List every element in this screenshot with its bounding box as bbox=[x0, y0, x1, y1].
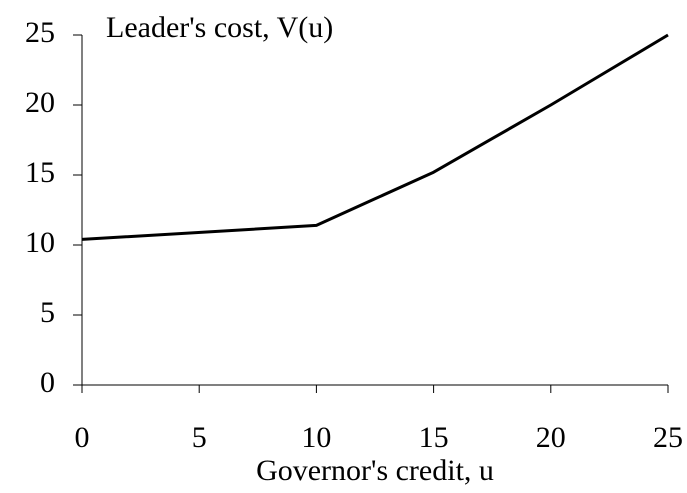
x-tick-label: 0 bbox=[75, 421, 90, 454]
y-tick-label: 15 bbox=[25, 156, 55, 189]
x-tick-label: 15 bbox=[419, 421, 449, 454]
y-tick-label: 5 bbox=[40, 296, 55, 329]
x-axis-label: Governor's credit, u bbox=[256, 454, 494, 487]
chart-title: Leader's cost, V(u) bbox=[106, 11, 333, 44]
x-tick-label: 10 bbox=[301, 421, 331, 454]
data-line bbox=[81, 33, 669, 241]
x-tick-label: 20 bbox=[536, 421, 566, 454]
y-tick-label: 25 bbox=[25, 16, 55, 49]
x-tick-label: 5 bbox=[192, 421, 207, 454]
y-tick-label: 0 bbox=[40, 366, 55, 399]
y-tick-label: 10 bbox=[25, 226, 55, 259]
x-tick-label: 25 bbox=[653, 421, 683, 454]
y-tick-label: 20 bbox=[25, 86, 55, 119]
